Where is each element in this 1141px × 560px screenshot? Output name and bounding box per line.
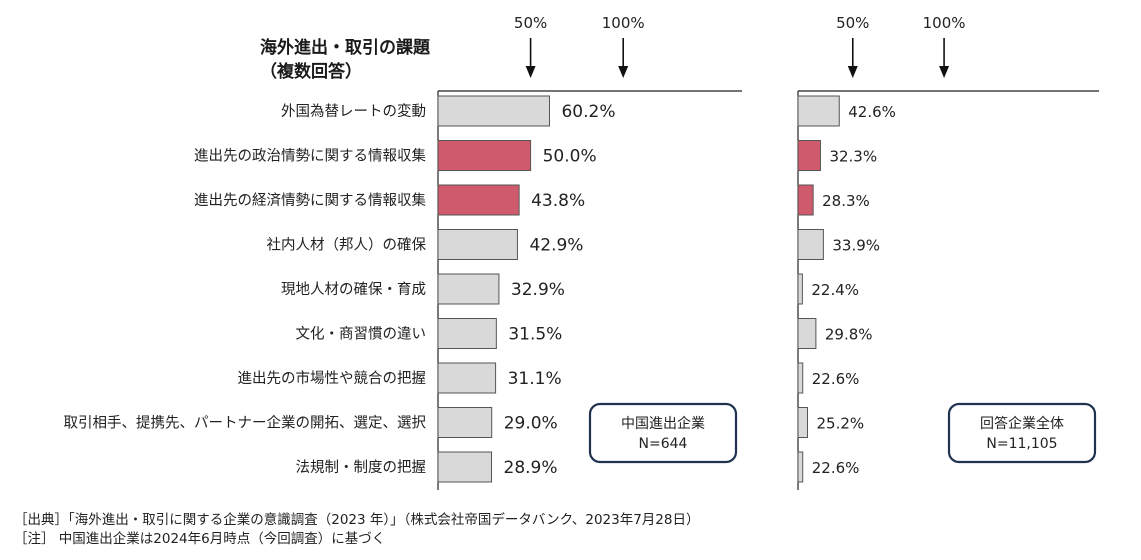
footer: ［出典］「海外進出・取引に関する企業の意識調査（2023 年）」（株式会社帝国デ… (14, 511, 699, 549)
bar (437, 140, 532, 171)
bar (437, 229, 518, 260)
legend-box (588, 402, 738, 464)
chart-title: 海外進出・取引の課題 （複数回答） (260, 36, 430, 84)
marker-label: 100% (923, 14, 966, 32)
bar (437, 451, 493, 483)
marker-label: 100% (602, 14, 645, 32)
category-label: 外国為替レートの変動 (281, 103, 426, 120)
category-label: 取引相手、提携先、パートナー企業の開拓、選定、選択 (64, 414, 427, 432)
bar (797, 229, 824, 260)
marker-arrowhead (939, 66, 950, 78)
legend-box-count: N=11,105 (986, 436, 1057, 452)
marker-arrowhead (847, 66, 858, 78)
bar (797, 318, 817, 349)
legend-box (947, 402, 1097, 464)
marker-label: 50% (514, 14, 547, 32)
bar (797, 407, 808, 438)
bar (437, 273, 500, 305)
category-label: 社内人材（邦人）の確保 (267, 237, 427, 254)
bar (797, 95, 840, 127)
data-label: 32.3% (829, 148, 877, 166)
bar-charts: 外国為替レートの変動進出先の政治情勢に関する情報収集進出先の経済情勢に関する情報… (64, 14, 1099, 490)
data-label: 28.3% (822, 192, 870, 210)
chart-title-line1: 海外進出・取引の課題 (260, 38, 430, 58)
data-label: 32.9% (511, 280, 565, 300)
data-label: 50.0% (543, 147, 597, 167)
legend-box-title: 回答企業全体 (980, 415, 1064, 432)
data-label: 31.5% (508, 325, 562, 345)
category-label: 現地人材の確保・育成 (281, 281, 426, 298)
data-label: 60.2% (561, 102, 615, 122)
category-label: 進出先の政治情勢に関する情報収集 (194, 148, 426, 165)
data-label: 31.1% (508, 369, 562, 389)
marker-label: 50% (836, 14, 869, 32)
marker-arrowhead (618, 66, 629, 78)
footer-note: ［注］ 中国進出企業は2024年6月時点（今回調査）に基づく (14, 531, 386, 547)
data-label: 22.6% (812, 459, 860, 477)
category-label: 文化・商習慣の違い (296, 325, 427, 343)
bar (437, 318, 497, 349)
data-label: 33.9% (832, 237, 880, 255)
category-label: 進出先の経済情勢に関する情報収集 (194, 192, 426, 209)
chart-title-line2: （複数回答） (260, 62, 362, 82)
data-label: 29.8% (825, 326, 873, 344)
data-label: 22.4% (811, 281, 859, 299)
bar (797, 273, 803, 305)
data-label: 22.6% (812, 370, 860, 388)
bar (437, 362, 497, 394)
data-label: 42.9% (529, 236, 583, 256)
bar (797, 140, 821, 171)
data-label: 43.8% (531, 191, 585, 211)
category-label: 進出先の市場性や競合の把握 (238, 370, 427, 387)
footer-source: ［出典］「海外進出・取引に関する企業の意識調査（2023 年）」（株式会社帝国デ… (14, 512, 700, 528)
bar (797, 184, 814, 216)
bar (797, 362, 804, 394)
bar (437, 184, 520, 216)
category-label: 法規制・制度の把握 (296, 459, 427, 476)
data-label: 42.6% (848, 103, 896, 121)
legend-box-title: 中国進出企業 (621, 415, 705, 432)
data-label: 28.9% (504, 458, 558, 478)
bar (797, 451, 804, 483)
bar (437, 95, 550, 127)
legend-box-count: N=644 (639, 436, 688, 452)
data-label: 29.0% (504, 414, 558, 434)
data-label: 25.2% (816, 415, 864, 433)
marker-arrowhead (525, 66, 536, 78)
bar (437, 407, 493, 438)
